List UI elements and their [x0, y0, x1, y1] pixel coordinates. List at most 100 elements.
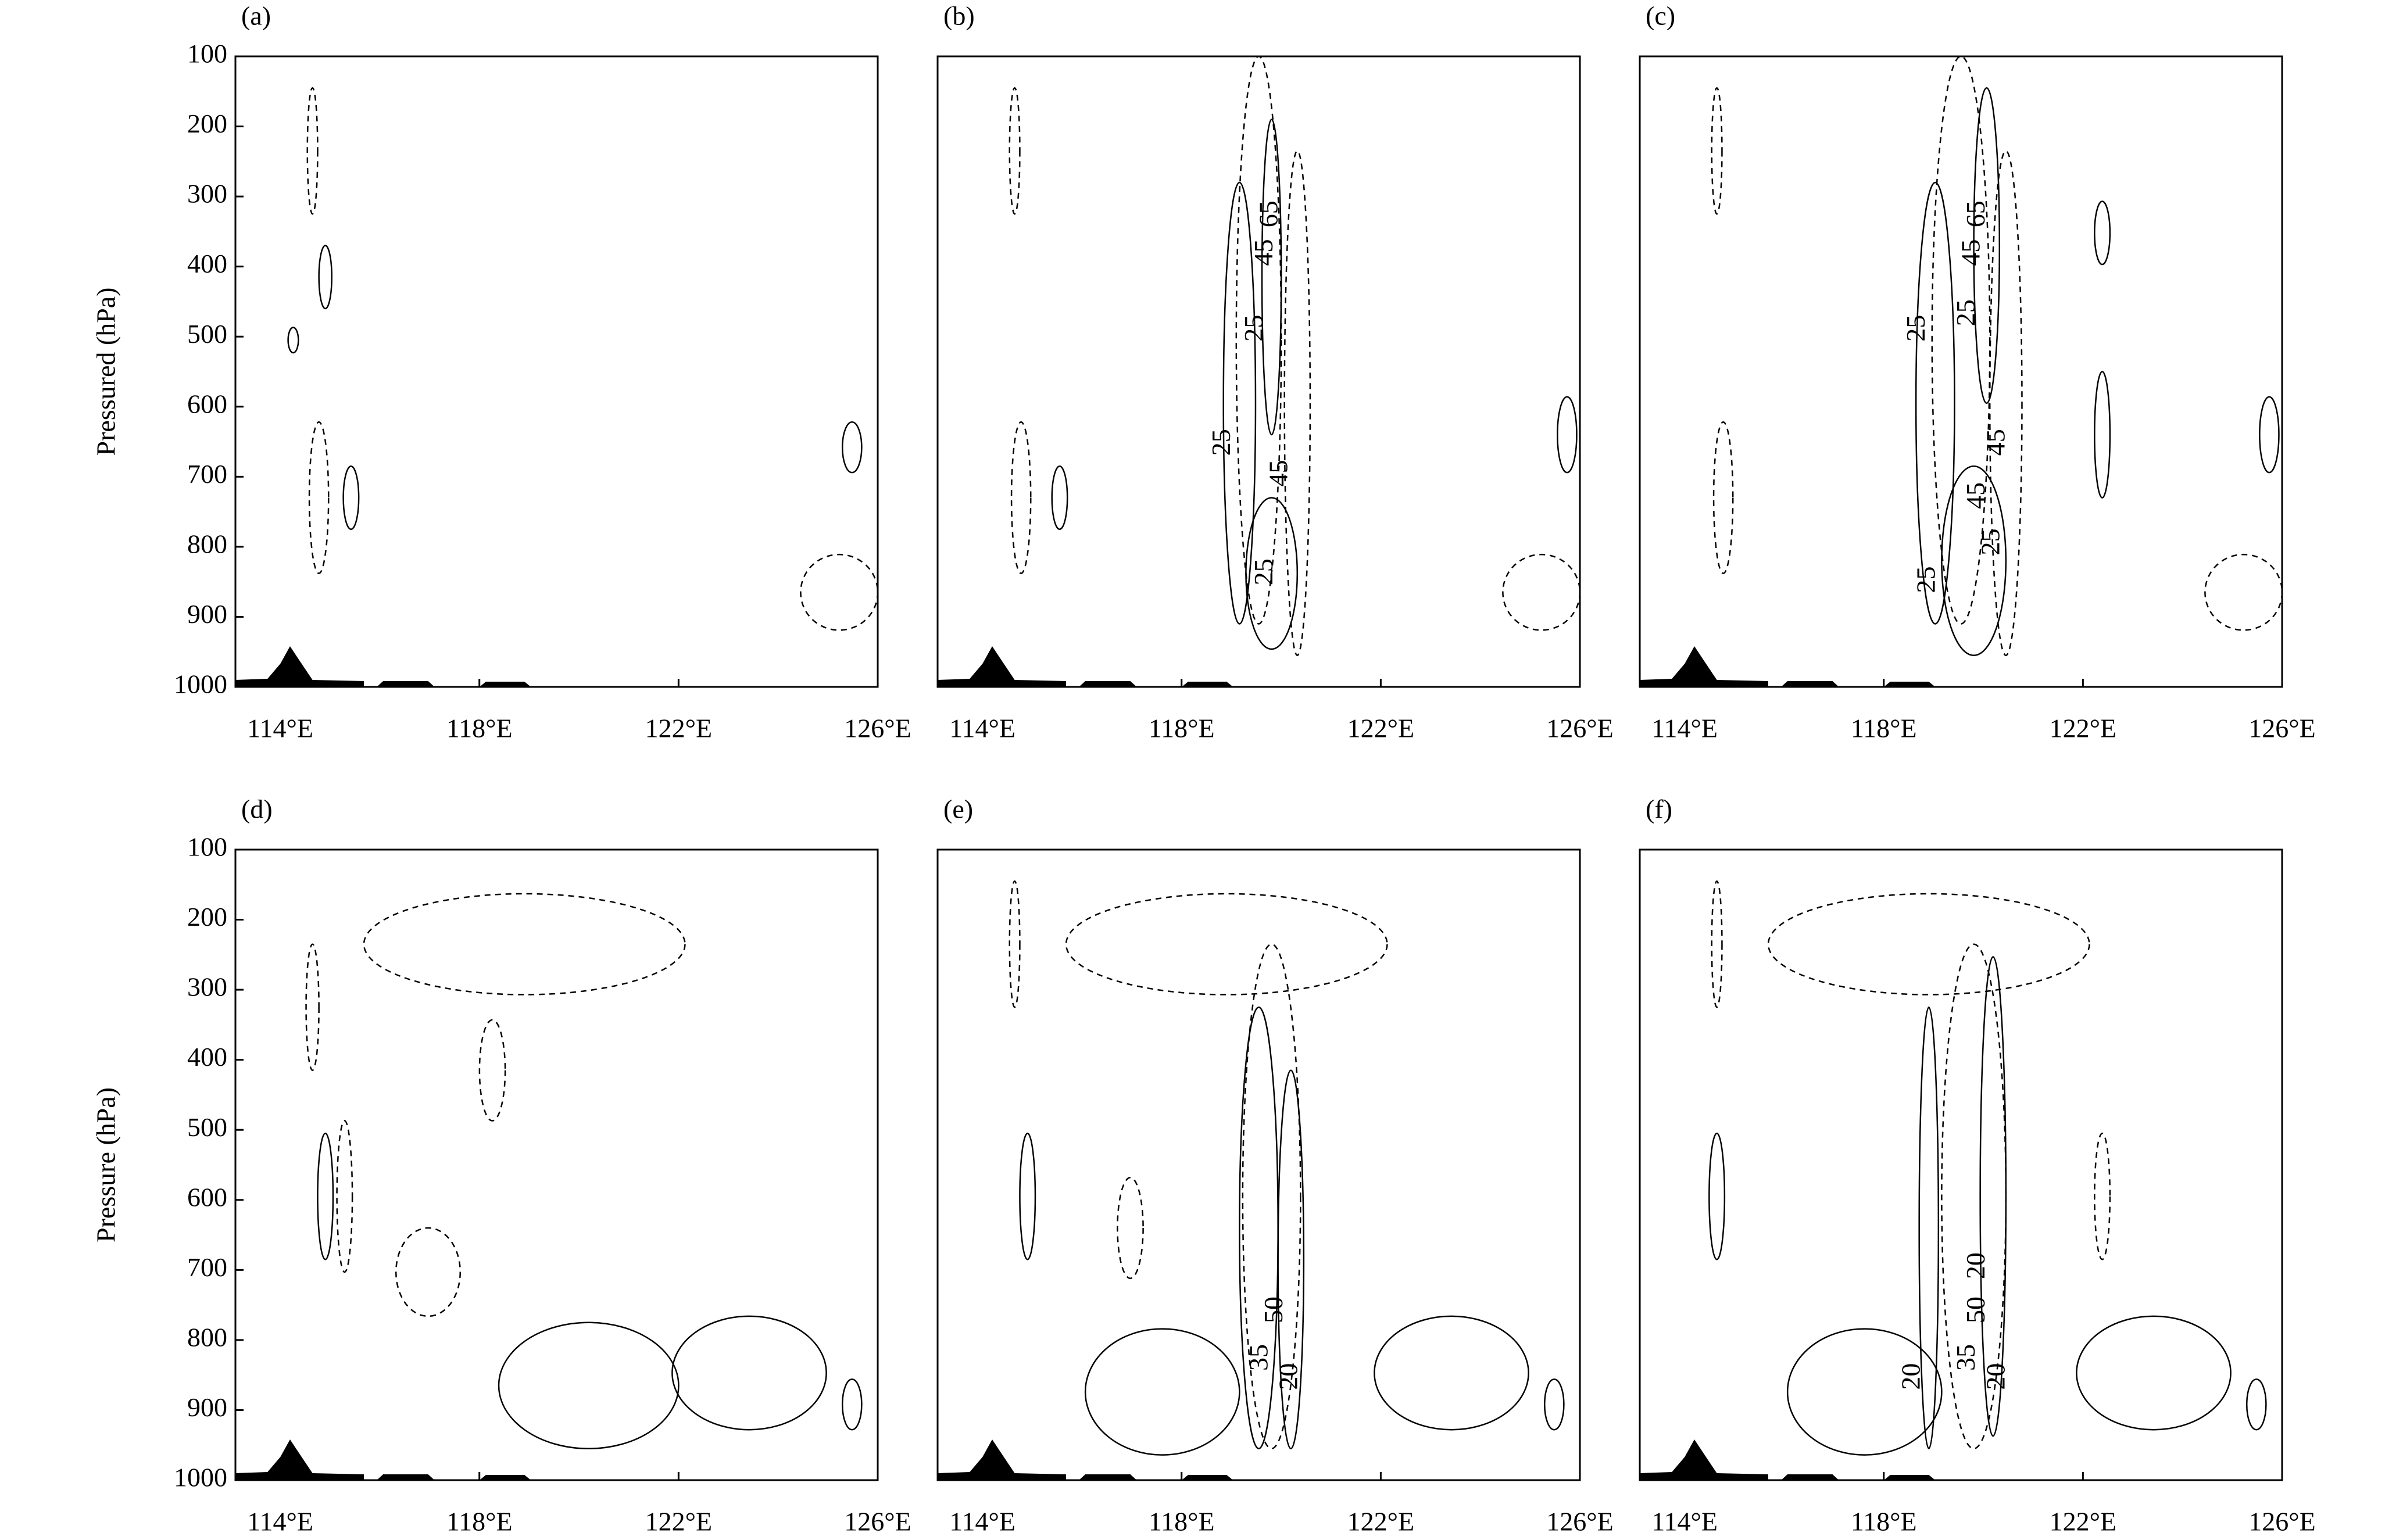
contour-line — [2094, 371, 2111, 499]
terrain — [235, 646, 364, 687]
contour-label: 20 — [1961, 1252, 1990, 1279]
contour-line — [841, 421, 863, 474]
contour-label: 25 — [1249, 558, 1278, 585]
contour-line — [2204, 553, 2283, 631]
contour-label: 20 — [1980, 1363, 2010, 1390]
y-tick-label: 500 — [187, 319, 227, 349]
plot-frame — [936, 55, 1581, 688]
x-tick-label: 122°E — [1347, 1507, 1415, 1537]
contour-line — [1502, 553, 1581, 631]
terrain — [938, 1439, 1066, 1480]
x-tick-label: 118°E — [446, 1507, 513, 1537]
contour-line — [841, 1378, 863, 1431]
contour-line — [318, 245, 333, 310]
x-tick-label: 114°E — [247, 1507, 313, 1537]
contour-line — [395, 1227, 461, 1317]
y-axis-label: Pressured (hPa) — [91, 288, 121, 456]
contour-label: 45 — [1961, 482, 1990, 509]
x-tick-label: 122°E — [645, 1507, 713, 1537]
y-tick-label: 700 — [187, 459, 227, 489]
y-tick-label: 700 — [187, 1252, 227, 1282]
contour-label: 25 — [1911, 567, 1940, 593]
contour-label: 35 — [1243, 1344, 1273, 1371]
terrain — [377, 1474, 531, 1480]
contour-label: 25 — [1976, 528, 2005, 555]
terrain — [938, 646, 1066, 687]
x-tick-label: 126°E — [1546, 714, 1614, 743]
contour-label: 25 — [1206, 429, 1236, 456]
x-tick-label: 114°E — [247, 714, 313, 743]
contour-line — [363, 893, 686, 995]
contour-line — [1051, 465, 1068, 530]
x-tick-label: 126°E — [1546, 1507, 1614, 1537]
contour-line — [2245, 1378, 2267, 1431]
contour-line — [1239, 1007, 1279, 1449]
contour-line — [1918, 1007, 1940, 1449]
contour-label: 65 — [1961, 200, 1990, 227]
y-tick-label: 300 — [187, 179, 227, 209]
plot-frame — [1639, 848, 2283, 1481]
x-tick-label: 118°E — [1149, 714, 1215, 743]
x-tick-label: 122°E — [2050, 1507, 2117, 1537]
plot-frame — [234, 55, 879, 688]
contour-line — [1931, 55, 1991, 625]
contour-label: 45 — [1955, 239, 1985, 266]
contour-line — [1245, 497, 1299, 650]
contour-label: 25 — [1951, 299, 1980, 326]
y-tick-label: 600 — [187, 1182, 227, 1212]
contour-line — [1009, 880, 1021, 1008]
y-tick-label: 500 — [187, 1112, 227, 1142]
contour-label: 25 — [1239, 315, 1268, 342]
contour-line — [1374, 1315, 1529, 1431]
contour-line — [1767, 893, 2090, 995]
plot-frame — [1639, 55, 2283, 688]
contour-line — [1084, 1328, 1240, 1456]
contour-line — [1283, 150, 1311, 656]
contour-line — [1557, 396, 1578, 474]
contour-line — [2094, 1133, 2111, 1260]
x-tick-label: 126°E — [2248, 714, 2316, 743]
panel: (c) 114°E 118°E 122°E 126°E 25 25 45 65 45 45 25 25 — [1639, 1, 2316, 743]
contour-line — [308, 421, 330, 574]
panel-label: (a) — [241, 1, 271, 31]
terrain — [235, 1439, 364, 1480]
panel: (e) 114°E 118°E 122°E 126°E 35 50 20 — [936, 794, 1614, 1537]
contour-line — [1543, 1378, 1565, 1431]
x-tick-label: 126°E — [844, 714, 911, 743]
contour-label: 45 — [1980, 429, 2010, 456]
contour-line — [1711, 880, 1723, 1008]
x-tick-label: 126°E — [2248, 1507, 2316, 1537]
x-tick-label: 114°E — [1651, 1507, 1718, 1537]
contour-line — [2094, 200, 2111, 266]
contour-line — [1019, 1133, 1036, 1260]
x-tick-label: 126°E — [844, 1507, 911, 1537]
contour-line — [1010, 421, 1032, 574]
contour-line — [1708, 1133, 1726, 1260]
y-tick-label: 400 — [187, 249, 227, 278]
panel-label: (d) — [241, 794, 273, 824]
y-tick-label: 900 — [187, 1392, 227, 1422]
contour-label: 20 — [1274, 1363, 1303, 1390]
terrain — [1079, 681, 1233, 687]
x-tick-label: 118°E — [1851, 1507, 1917, 1537]
terrain — [1640, 646, 1768, 687]
contour-line — [305, 943, 320, 1071]
x-tick-label: 122°E — [2050, 714, 2117, 743]
panel-label: (b) — [943, 1, 975, 31]
panel-label: (f) — [1646, 794, 1672, 824]
contour-line — [1009, 87, 1021, 215]
y-tick-label: 600 — [187, 389, 227, 418]
contour-line — [1711, 87, 1723, 215]
contour-line — [498, 1321, 680, 1449]
contour-line — [1712, 421, 1734, 574]
contour-label: 45 — [1249, 239, 1278, 266]
panel-label: (e) — [943, 794, 973, 824]
x-tick-label: 118°E — [1851, 714, 1917, 743]
terrain — [377, 681, 531, 687]
terrain — [1781, 1474, 1936, 1480]
y-tick-label: 400 — [187, 1042, 227, 1072]
x-tick-label: 118°E — [446, 714, 513, 743]
terrain — [1640, 1439, 1768, 1480]
contour-label: 50 — [1961, 1297, 1990, 1323]
contour-line — [1989, 150, 2023, 656]
